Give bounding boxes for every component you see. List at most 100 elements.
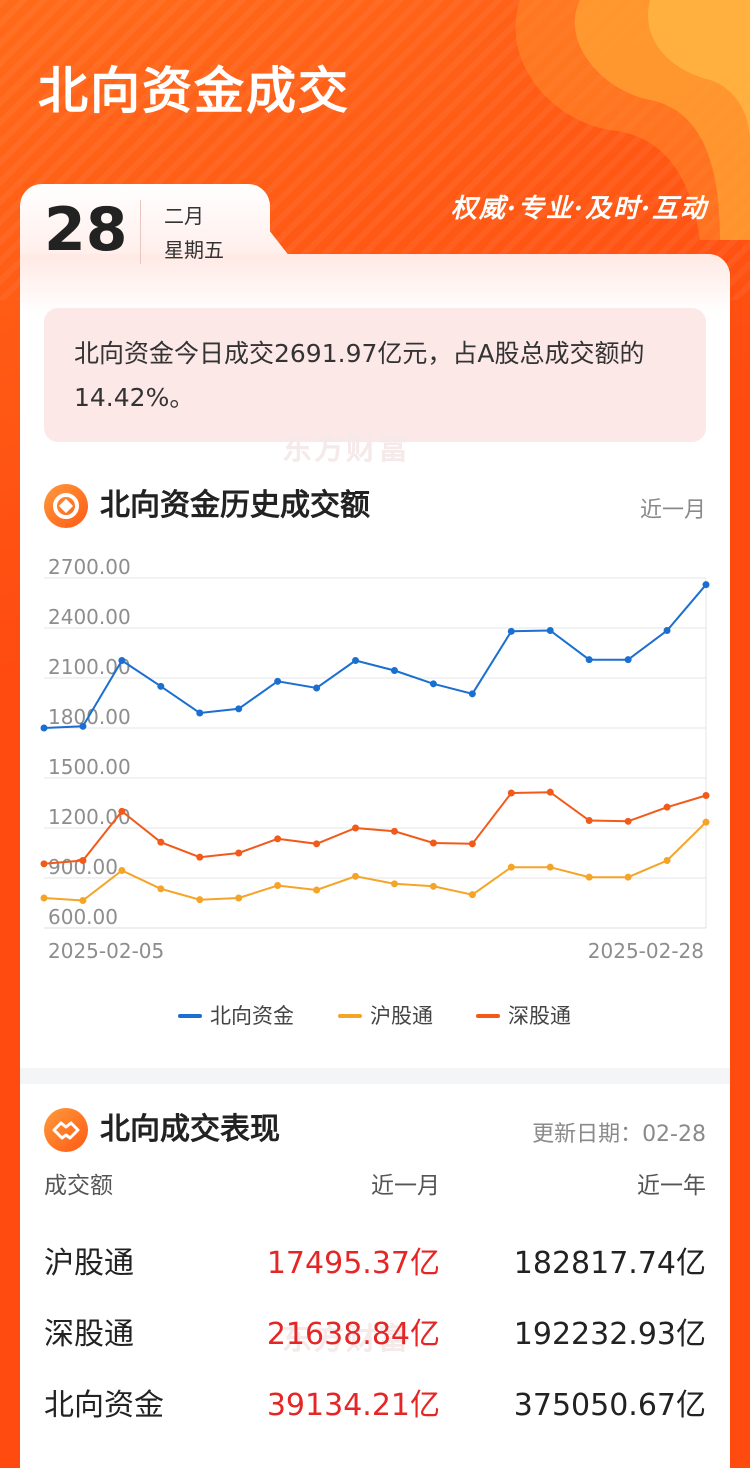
x-tick-label: 2025-02-28 <box>588 939 704 963</box>
column-header: 成交额 <box>44 1173 113 1199</box>
month-value: 39134.21亿 <box>266 1388 440 1423</box>
x-tick-label: 2025-02-05 <box>48 939 164 963</box>
year-value: 192232.93亿 <box>513 1317 706 1352</box>
main-card: 北向资金今日成交2691.97亿元，占A股总成交额的14.42%。 东方财富 北… <box>20 254 730 1468</box>
range-selector[interactable]: 近一月 <box>639 498 706 523</box>
data-point <box>118 867 126 874</box>
data-point <box>624 656 632 664</box>
y-tick-label: 2700.00 <box>48 555 131 579</box>
data-point <box>235 894 243 902</box>
data-point <box>40 860 48 868</box>
data-point <box>663 627 671 634</box>
data-point <box>352 872 360 880</box>
data-point <box>585 817 593 824</box>
data-point <box>79 897 87 904</box>
series-line <box>43 821 707 902</box>
summary-text: 北向资金今日成交2691.97亿元，占A股总成交额的14.42%。 <box>74 339 645 412</box>
data-point <box>429 680 437 688</box>
data-point <box>313 886 321 894</box>
data-point <box>624 817 632 825</box>
series-line <box>43 791 707 865</box>
data-point <box>196 853 204 861</box>
month-value: 17495.37亿 <box>266 1246 440 1281</box>
data-point <box>702 792 710 799</box>
date-month: 二月 <box>164 204 204 228</box>
data-point <box>196 709 204 717</box>
history-chart-svg: 2700.002400.002100.001800.001500.001200.… <box>40 555 710 1028</box>
date-weekday: 星期五 <box>164 238 224 262</box>
data-point <box>702 581 710 589</box>
data-point <box>507 863 515 871</box>
legend-item[interactable]: 沪股通 <box>370 1004 433 1028</box>
series-line <box>43 584 707 729</box>
data-point <box>157 885 165 893</box>
data-point <box>79 722 87 730</box>
data-point <box>585 656 593 664</box>
data-point <box>390 880 398 888</box>
data-point <box>196 896 204 904</box>
data-point <box>274 835 282 843</box>
data-point <box>546 863 554 871</box>
month-value: 21638.84亿 <box>266 1317 440 1352</box>
data-point <box>663 857 671 864</box>
watermark-logo: 东方财富 <box>282 1322 410 1357</box>
data-point <box>468 891 476 899</box>
data-point <box>235 849 243 857</box>
watermark-logo: 东方财富 <box>282 432 410 467</box>
section-divider <box>20 1068 730 1084</box>
data-point <box>274 677 282 685</box>
table-row: 北向资金 39134.21亿 375050.67亿 <box>44 1380 706 1451</box>
table-row: 沪股通 17495.37亿 182817.74亿 <box>44 1238 706 1309</box>
performance-title: 北向成交表现 <box>100 1112 280 1147</box>
chart-icon <box>44 484 88 528</box>
data-point <box>429 882 437 890</box>
data-point <box>313 840 321 848</box>
data-point <box>352 824 360 832</box>
data-point <box>546 788 554 796</box>
legend-item[interactable]: 深股通 <box>508 1004 571 1028</box>
data-point <box>468 690 476 698</box>
data-point <box>157 838 165 846</box>
slogan: 权威·专业·及时·互动 <box>450 194 708 224</box>
data-point <box>40 724 48 732</box>
data-point <box>507 789 515 797</box>
data-point <box>546 627 554 634</box>
update-date: 更新日期：02-28 <box>532 1122 706 1147</box>
year-value: 375050.67亿 <box>513 1388 706 1423</box>
handshake-icon <box>44 1108 88 1152</box>
performance-section-header: 北向成交表现 更新日期：02-28 <box>44 1106 706 1152</box>
legend-item[interactable]: 北向资金 <box>210 1004 294 1028</box>
column-header: 近一年 <box>637 1173 706 1199</box>
data-point <box>429 839 437 847</box>
y-tick-label: 2400.00 <box>48 605 131 629</box>
history-title: 北向资金历史成交额 <box>100 488 370 523</box>
data-point <box>235 705 243 713</box>
row-name: 深股通 <box>44 1317 134 1352</box>
data-point <box>352 657 360 664</box>
page-title: 北向资金成交 <box>38 62 350 120</box>
data-point <box>624 873 632 881</box>
history-chart: 2700.00 2400.00 2100.00 1800.00 1500.00 1200.… <box>20 544 730 1064</box>
data-point <box>118 657 126 664</box>
data-point <box>40 894 48 902</box>
year-value: 182817.74亿 <box>513 1246 706 1281</box>
date-divider <box>140 200 141 264</box>
table-row: 深股通 21638.84亿 192232.93亿 <box>44 1309 706 1380</box>
data-point <box>585 873 593 881</box>
performance-table: 成交额 近一月 近一年 沪股通 17495.37亿 182817.74亿 深股通… <box>44 1166 706 1451</box>
data-point <box>390 667 398 674</box>
data-point <box>507 627 515 635</box>
data-point <box>663 803 671 811</box>
data-point <box>468 840 476 848</box>
data-point <box>157 682 165 690</box>
data-point <box>118 807 126 815</box>
table-header-row: 成交额 近一月 近一年 <box>44 1166 706 1238</box>
y-tick-label: 1500.00 <box>48 755 131 779</box>
data-point <box>274 882 282 889</box>
column-header: 近一月 <box>371 1173 440 1199</box>
data-point <box>702 818 710 826</box>
row-name: 沪股通 <box>44 1246 134 1281</box>
data-point <box>390 827 398 835</box>
data-point <box>313 684 321 692</box>
date-day: 28 <box>44 195 128 265</box>
